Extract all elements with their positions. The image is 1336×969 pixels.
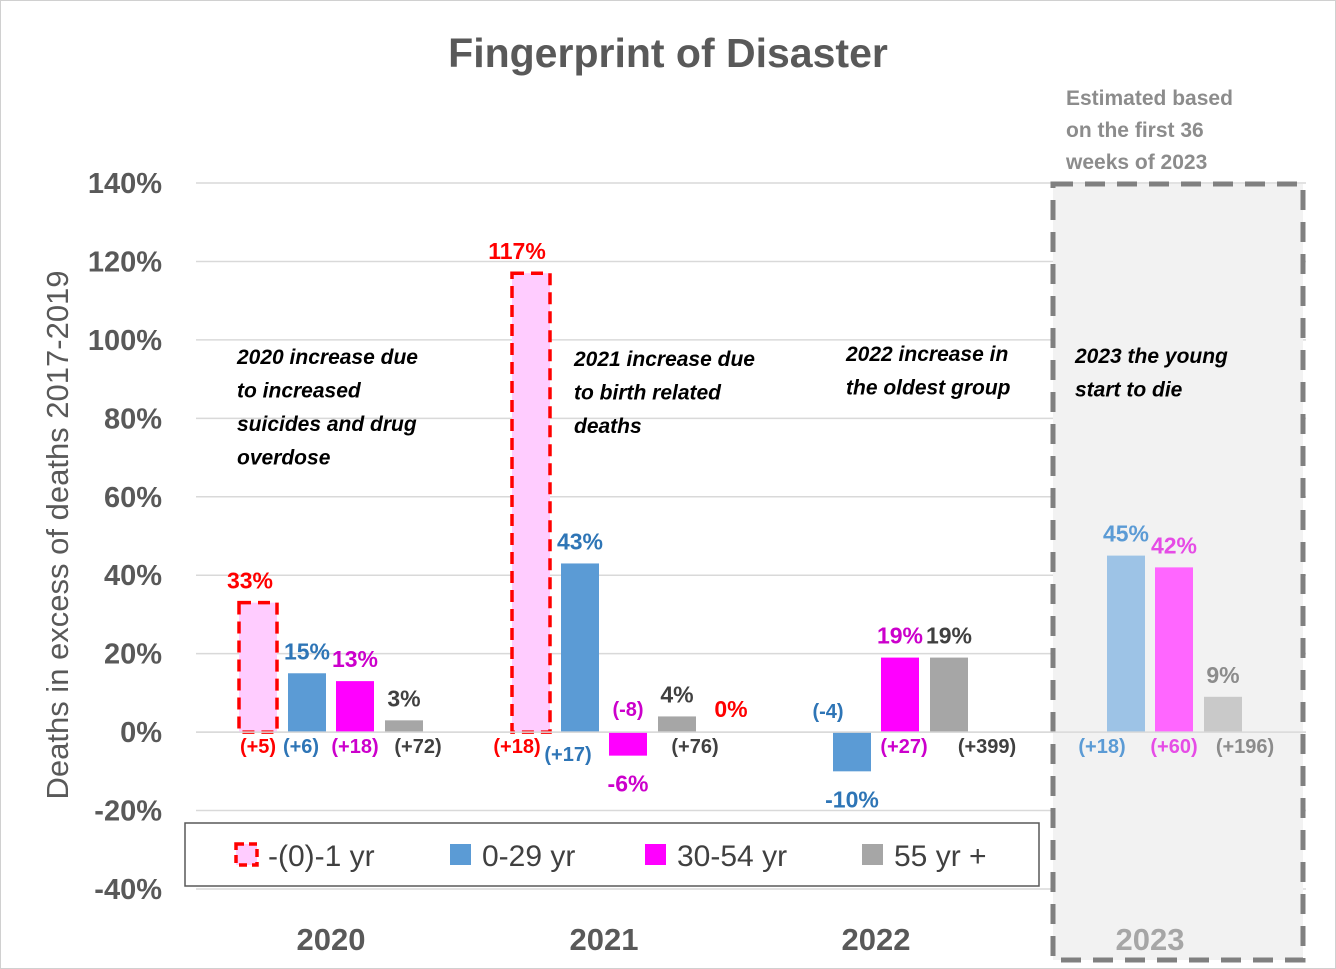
y-tick-label: 140%: [88, 168, 162, 200]
legend-swatch: [450, 844, 471, 865]
chart-title: Fingerprint of Disaster: [448, 30, 888, 76]
count-label: (-8): [612, 699, 643, 721]
value-label: 15%: [284, 638, 330, 664]
bar: [833, 732, 871, 772]
count-label: (+6): [283, 736, 319, 758]
value-label: 9%: [1206, 662, 1239, 688]
bar: [288, 673, 326, 733]
value-label: 19%: [926, 623, 972, 649]
annotation-line: to increased: [237, 380, 362, 403]
bar: [1107, 555, 1145, 733]
legend-swatch: [234, 842, 259, 867]
bar: [336, 681, 374, 733]
value-label: 117%: [488, 238, 546, 264]
estimate-note-line: weeks of 2023: [1065, 151, 1207, 174]
count-label: (+18): [331, 736, 378, 758]
bar: [609, 732, 647, 756]
annotations: 2020 increase due to increased suicides an…: [236, 343, 1228, 470]
bar: [658, 716, 696, 733]
count-label: (+399): [958, 736, 1016, 758]
y-tick-label: 120%: [88, 246, 162, 278]
bar: [561, 563, 599, 733]
annotation-line: overdose: [237, 447, 331, 470]
bar: [881, 657, 919, 733]
value-label: -6%: [608, 771, 649, 797]
bars-group: [237, 271, 1242, 772]
count-label: (+18): [1078, 736, 1125, 758]
value-labels: 33% 15% 13% 3% 117% 43% -6% 4% 0% -10% 19% 19% 45% 42…: [227, 238, 1240, 812]
x-category-label: 2022: [842, 922, 911, 957]
y-axis-label: Deaths in excess of deaths 2017-2019: [40, 270, 75, 799]
bar: [510, 271, 552, 734]
value-label: 19%: [877, 623, 923, 649]
legend-swatch: [645, 844, 666, 865]
annotation-line: 2022 increase in: [845, 343, 1008, 366]
annotation-line: 2020 increase due: [236, 346, 418, 369]
count-label: (+76): [671, 736, 718, 758]
x-category-label: 2020: [297, 922, 366, 957]
y-tick-label: 20%: [104, 639, 162, 671]
estimate-note-line: Estimated based: [1066, 87, 1233, 110]
count-label: (+18): [493, 736, 540, 758]
value-label: 3%: [387, 685, 420, 711]
legend-box: [184, 822, 1040, 887]
x-category-label: 2021: [570, 922, 639, 957]
annotation-line: deaths: [574, 415, 642, 438]
x-axis-categories: 2020 2021 2022 2023: [297, 922, 1185, 957]
count-label: (-4): [812, 701, 843, 723]
y-tick-label: 80%: [104, 403, 162, 435]
legend-label: 55 yr +: [894, 840, 987, 873]
annotation-line: start to die: [1075, 379, 1183, 402]
y-tick-label: 0%: [120, 717, 162, 749]
legend-label: 30-54 yr: [677, 840, 787, 873]
value-label: 42%: [1151, 532, 1197, 558]
y-tick-label: -40%: [94, 874, 162, 906]
y-axis-ticks: -40% -20% 0% 20% 40% 60% 80% 100% 120% 140%: [88, 168, 162, 906]
count-label: (+60): [1150, 736, 1197, 758]
count-label: (+27): [880, 736, 927, 758]
value-label: 45%: [1103, 521, 1149, 547]
count-label: (+196): [1216, 736, 1274, 758]
annotation-line: 2021 increase due: [573, 348, 755, 371]
annotation-line: suicides and drug: [237, 413, 417, 436]
estimate-note-line: on the first 36: [1066, 119, 1204, 142]
value-label: 13%: [332, 646, 378, 672]
bar: [385, 720, 423, 733]
bar: [1155, 567, 1193, 733]
legend-label: 0-29 yr: [482, 840, 575, 873]
bar: [237, 600, 279, 734]
y-tick-label: 100%: [88, 325, 162, 357]
count-label: (+72): [394, 736, 441, 758]
legend-swatch: [862, 844, 883, 865]
bar: [1204, 696, 1242, 733]
count-labels: (+5) (+6) (+18) (+72) (+18) (+17)(-8)(+76)(-4…: [240, 699, 1274, 766]
annotation-line: to birth related: [574, 382, 722, 405]
value-label: 0%: [714, 696, 747, 722]
y-tick-label: -20%: [94, 796, 162, 828]
bar: [930, 657, 968, 733]
annotation-line: the oldest group: [846, 377, 1011, 400]
value-label: 43%: [557, 528, 603, 554]
legend: -(0)-1 yr 0-29 yr 30-54 yr 55 yr +: [184, 822, 1040, 887]
value-label: 4%: [660, 681, 693, 707]
y-tick-label: 40%: [104, 560, 162, 592]
x-category-label: 2023: [1116, 922, 1185, 957]
value-label: 33%: [227, 568, 273, 594]
annotation-line: 2023 the young: [1074, 345, 1228, 368]
count-label: (+17): [544, 744, 591, 766]
estimate-note: Estimated based on the first 36 weeks of 2…: [1065, 87, 1233, 174]
y-tick-label: 60%: [104, 482, 162, 514]
legend-label: -(0)-1 yr: [268, 840, 375, 873]
count-label: (+5): [240, 736, 276, 758]
value-label: -10%: [825, 786, 879, 812]
